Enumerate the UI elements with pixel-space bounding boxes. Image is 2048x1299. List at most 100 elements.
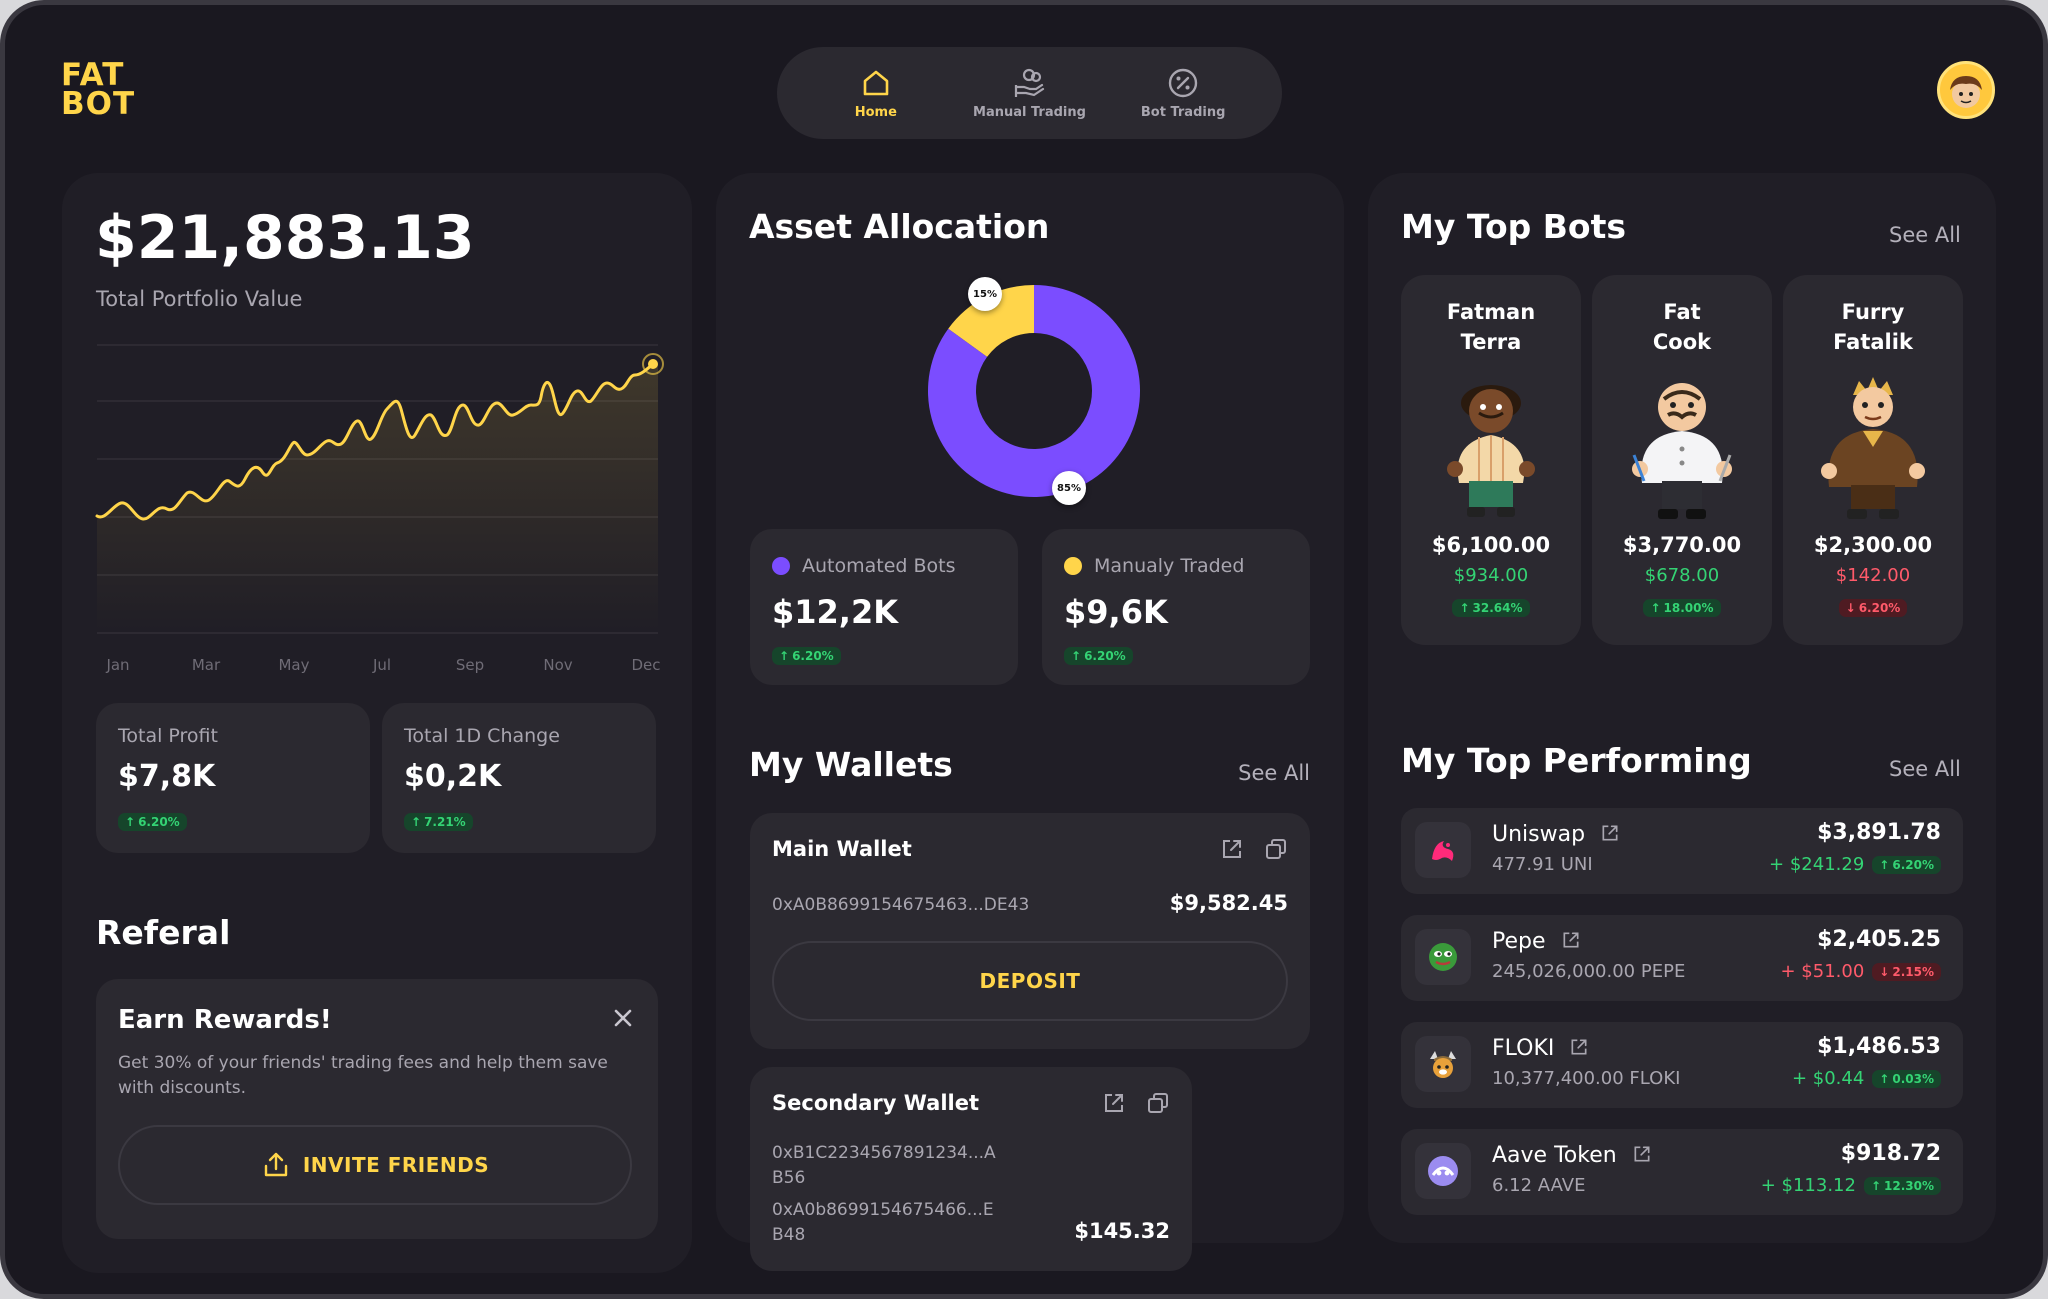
asset-delta: + $51.00 bbox=[1780, 961, 1865, 982]
invite-friends-button[interactable]: INVITE FRIENDS bbox=[118, 1125, 632, 1205]
bots-see-all-link[interactable]: See All bbox=[1889, 223, 1961, 247]
nav-manual-trading-label: Manual Trading bbox=[973, 104, 1086, 120]
change-badge: ↓ 2.15% bbox=[1872, 962, 1941, 981]
change-badge: ↑ 12.30% bbox=[1863, 1176, 1941, 1195]
floki-icon bbox=[1415, 1036, 1471, 1092]
portfolio-panel: $21,883.13 Total Portfolio Value bbox=[62, 173, 692, 1273]
portfolio-area bbox=[97, 364, 658, 633]
stat-value: $0,2K bbox=[404, 759, 502, 794]
automated-bots-card[interactable]: Automated Bots $12,2K ↑ 6.20% bbox=[750, 529, 1018, 685]
bot-card-furry-fatalik[interactable]: Furry Fatalik $2,300.00 $142.00 ↓ 6.20% bbox=[1783, 275, 1963, 645]
asset-row-pepe[interactable]: Pepe 245,026,000.00 PEPE $2,405.25 + $51… bbox=[1401, 915, 1963, 1001]
chart-end-marker[interactable] bbox=[642, 353, 664, 375]
external-link-icon[interactable] bbox=[1600, 823, 1620, 843]
asset-amount: 6.12 AAVE bbox=[1492, 1175, 1586, 1196]
total-profit-card[interactable]: Total Profit $7,8K ↑ 6.20% bbox=[96, 703, 370, 853]
change-badge: ↑ 32.64% bbox=[1452, 599, 1530, 617]
my-wallets-heading: My Wallets bbox=[749, 745, 953, 784]
deposit-button[interactable]: DEPOSIT bbox=[772, 941, 1288, 1021]
change-badge: ↑ 18.00% bbox=[1643, 599, 1721, 617]
slice-label-manual: 15% bbox=[968, 277, 1002, 311]
copy-icon[interactable] bbox=[1146, 1091, 1170, 1115]
change-badge: ↑ 6.20% bbox=[1064, 647, 1133, 665]
bot-profit: $934.00 bbox=[1453, 565, 1529, 586]
asset-usd: $2,405.25 bbox=[1817, 927, 1941, 952]
month-label: Dec bbox=[631, 656, 661, 674]
month-label: Nov bbox=[543, 656, 573, 674]
main-wallet-card: Main Wallet 0xA0B8699154675463...DE43 $9… bbox=[750, 813, 1310, 1049]
external-link-icon[interactable] bbox=[1220, 837, 1244, 861]
copy-icon[interactable] bbox=[1264, 837, 1288, 861]
portfolio-line-chart bbox=[95, 344, 664, 634]
performing-see-all-link[interactable]: See All bbox=[1889, 757, 1961, 781]
main-nav: Home Manual Trading Bot Trading bbox=[777, 47, 1282, 139]
card-value: $12,2K bbox=[772, 593, 899, 631]
purple-dot bbox=[772, 557, 790, 575]
wallet-address[interactable]: 0xA0B8699154675463...DE43 bbox=[772, 895, 1030, 915]
bot-name: Fatman Terra bbox=[1446, 300, 1536, 354]
asset-name: Aave Token bbox=[1492, 1143, 1617, 1168]
donut-slice-bots[interactable] bbox=[928, 285, 1140, 497]
fatbot-logo[interactable]: FAT BOT bbox=[61, 57, 135, 120]
aave-icon bbox=[1415, 1143, 1471, 1199]
nav-bot-trading-label: Bot Trading bbox=[1140, 104, 1226, 120]
earn-rewards-card: Earn Rewards! Get 30% of your friends' t… bbox=[96, 979, 658, 1239]
bot-card-fatman-terra[interactable]: Fatman Terra $6,100.00 $934.00 ↑ 32.64% bbox=[1401, 275, 1581, 645]
stat-value: $7,8K bbox=[118, 759, 216, 794]
change-badge: ↓ 6.20% bbox=[1838, 599, 1908, 617]
nav-manual-trading[interactable]: Manual Trading bbox=[954, 67, 1104, 120]
change-badge: ↑ 6.20% bbox=[118, 813, 187, 831]
wallet-name: Main Wallet bbox=[772, 837, 912, 861]
portfolio-value: $21,883.13 bbox=[95, 203, 475, 273]
portfolio-line bbox=[95, 362, 655, 521]
manualy-traded-card[interactable]: Manualy Traded $9,6K ↑ 6.20% bbox=[1042, 529, 1310, 685]
asset-row-aave[interactable]: Aave Token 6.12 AAVE $918.72 + $113.12 ↑ … bbox=[1401, 1129, 1963, 1215]
deposit-label: DEPOSIT bbox=[979, 969, 1081, 993]
card-label: Automated Bots bbox=[802, 555, 956, 577]
donut-slice-manual[interactable] bbox=[948, 285, 1034, 357]
asset-amount: 477.91 UNI bbox=[1492, 854, 1593, 875]
stat-label: Total 1D Change bbox=[404, 725, 560, 747]
asset-name: Uniswap bbox=[1492, 822, 1586, 847]
invite-friends-label: INVITE FRIENDS bbox=[302, 1153, 490, 1177]
referal-heading: Referal bbox=[96, 913, 231, 952]
month-label: May bbox=[278, 656, 310, 674]
allocation-donut-chart bbox=[928, 285, 1140, 497]
bot-value: $2,300.00 bbox=[1813, 533, 1933, 557]
asset-usd: $918.72 bbox=[1840, 1141, 1941, 1166]
month-label: Jul bbox=[372, 656, 392, 674]
asset-usd: $3,891.78 bbox=[1817, 820, 1941, 845]
wallet-address-2[interactable]: 0xA0b8699154675466...E B48 bbox=[772, 1200, 994, 1245]
external-link-icon[interactable] bbox=[1569, 1037, 1589, 1057]
logo-line-1: FAT bbox=[61, 57, 125, 93]
asset-row-floki[interactable]: FLOKI 10,377,400.00 FLOKI $1,486.53 + $0… bbox=[1401, 1022, 1963, 1108]
asset-amount: 10,377,400.00 FLOKI bbox=[1492, 1068, 1681, 1089]
fat-cook-character-icon bbox=[1632, 383, 1732, 519]
total-1d-change-card[interactable]: Total 1D Change $0,2K ↑ 7.21% bbox=[382, 703, 656, 853]
external-link-icon[interactable] bbox=[1561, 930, 1581, 950]
secondary-wallet-card: Secondary Wallet 0xB1C2234567891234...A B… bbox=[750, 1067, 1192, 1271]
bot-card-fat-cook[interactable]: Fat Cook $3,770.00 $678.00 ↑ 18.00% bbox=[1592, 275, 1772, 645]
asset-delta: + $241.29 bbox=[1769, 854, 1865, 875]
allocation-panel: Asset Allocation 15% 85% Automated Bots … bbox=[716, 173, 1344, 1271]
close-icon[interactable] bbox=[610, 1005, 636, 1031]
card-value: $9,6K bbox=[1064, 593, 1168, 631]
asset-row-uniswap[interactable]: Uniswap 477.91 UNI $3,891.78 + $241.29 ↑ … bbox=[1401, 808, 1963, 894]
nav-home-label: Home bbox=[854, 104, 897, 120]
wallet-address-1[interactable]: 0xB1C2234567891234...A B56 bbox=[772, 1143, 996, 1188]
bot-profit: $678.00 bbox=[1644, 565, 1720, 586]
hand-coins-icon bbox=[1015, 68, 1045, 97]
wallets-see-all-link[interactable]: See All bbox=[1238, 761, 1310, 785]
earn-rewards-title: Earn Rewards! bbox=[118, 1005, 332, 1035]
external-link-icon[interactable] bbox=[1102, 1091, 1126, 1115]
nav-bot-trading[interactable]: Bot Trading bbox=[1108, 67, 1258, 120]
my-top-performing-heading: My Top Performing bbox=[1401, 741, 1752, 780]
asset-amount: 245,026,000.00 PEPE bbox=[1492, 961, 1686, 982]
percent-circle-icon bbox=[1168, 68, 1198, 97]
uniswap-icon bbox=[1415, 822, 1471, 878]
external-link-icon[interactable] bbox=[1632, 1144, 1652, 1164]
wallet-name: Secondary Wallet bbox=[772, 1091, 980, 1115]
user-avatar[interactable] bbox=[1937, 61, 1995, 119]
asset-allocation-heading: Asset Allocation bbox=[749, 207, 1050, 246]
nav-home[interactable]: Home bbox=[801, 67, 951, 120]
